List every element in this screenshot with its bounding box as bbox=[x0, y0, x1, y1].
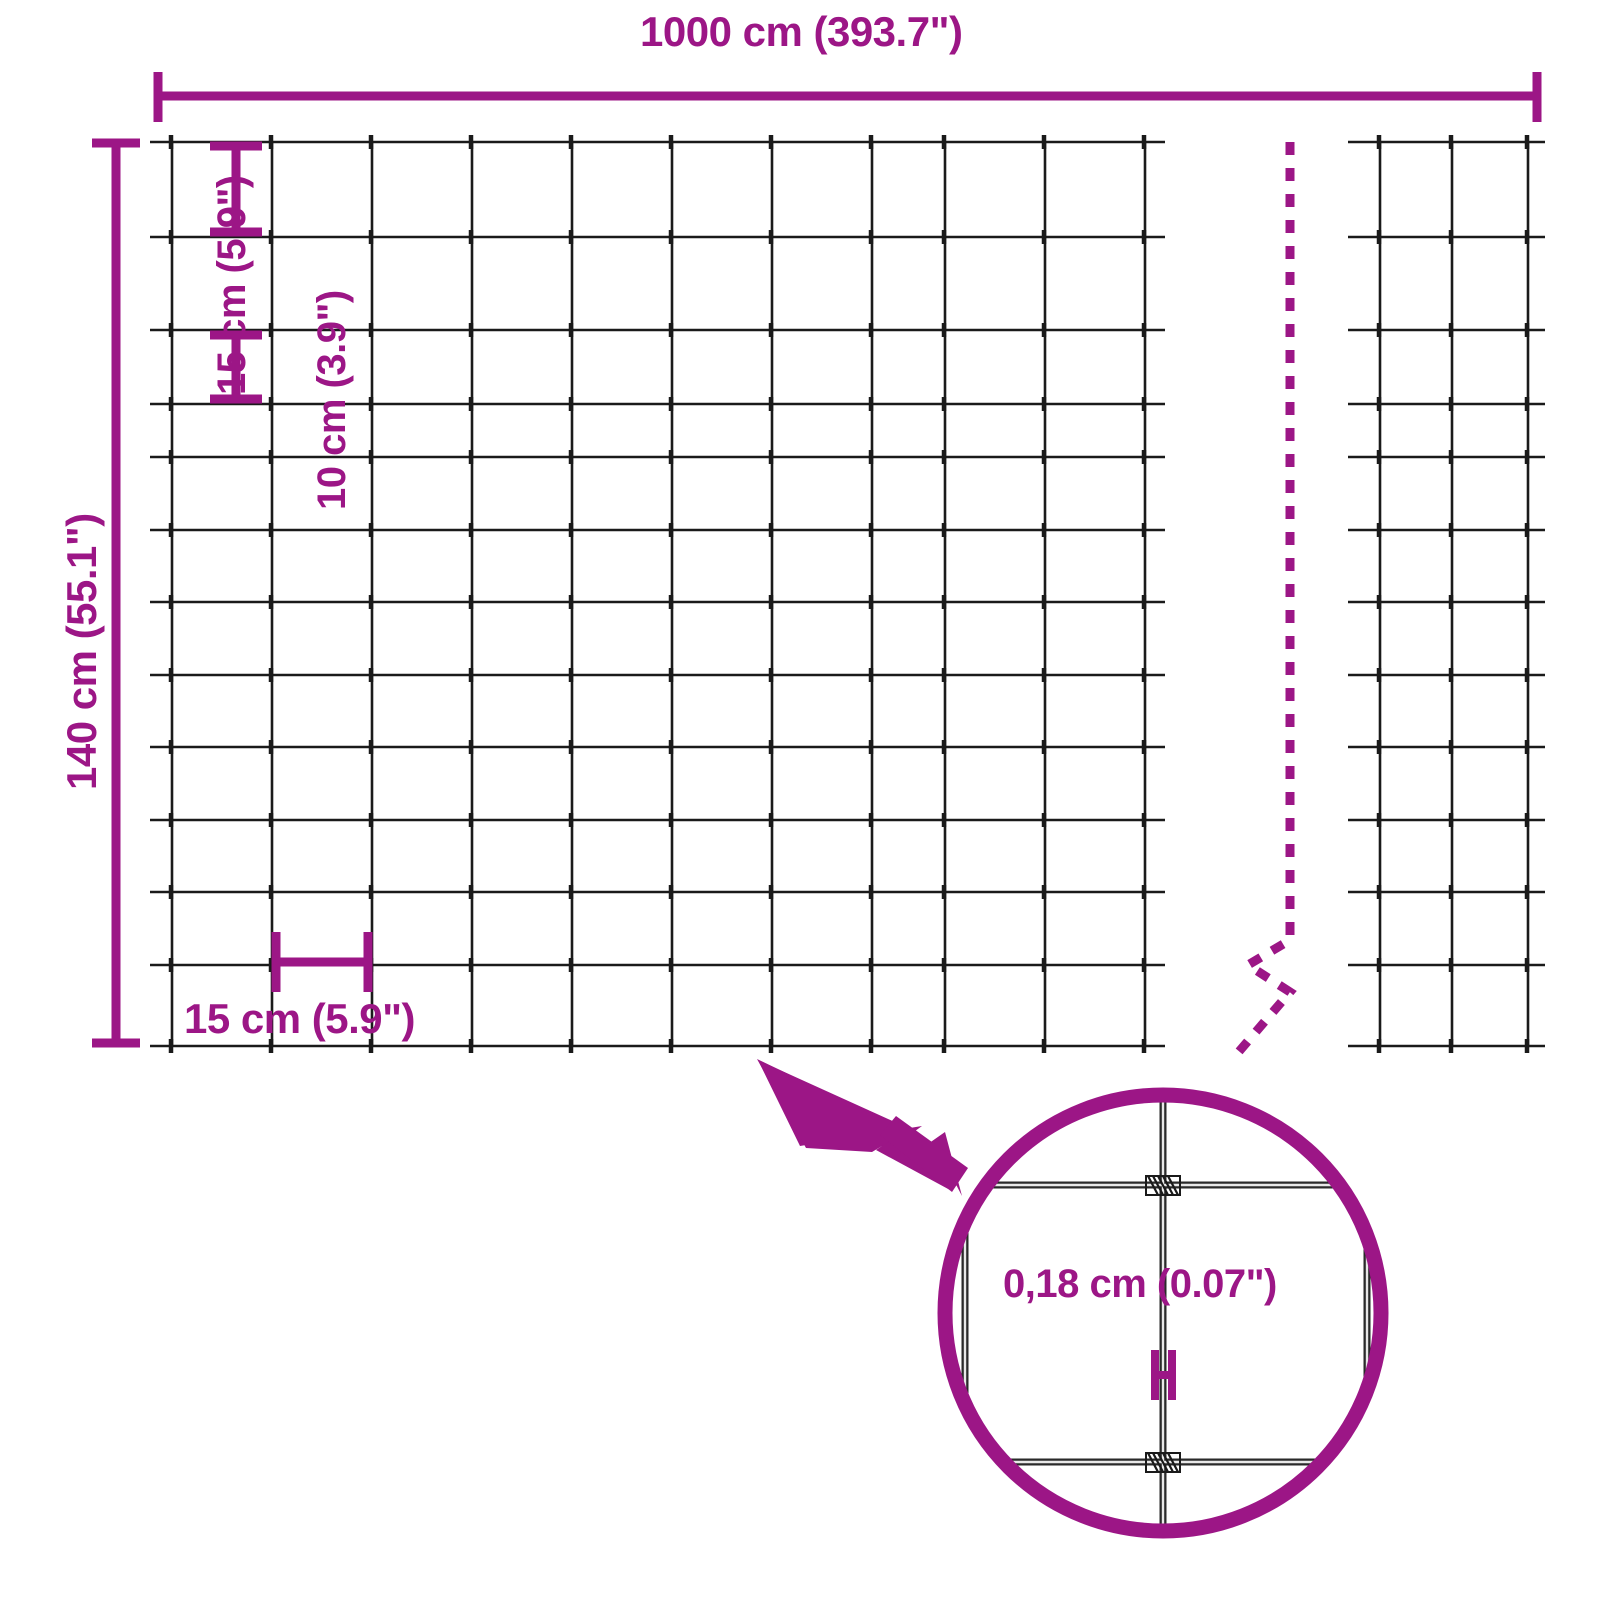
callout-arrow-icon bbox=[757, 1059, 968, 1196]
magnifier-circle-icon bbox=[937, 1087, 1389, 1539]
dimension-label-wire-thickness: 0,18 cm (0.07") bbox=[1003, 1262, 1277, 1306]
mesh-horizontal-wires-right bbox=[1348, 140, 1545, 1048]
dimension-row-10 bbox=[210, 330, 262, 404]
dimension-label-height: 140 cm (55.1") bbox=[58, 513, 105, 790]
dimension-label-row-15: 15 cm (5.9") bbox=[210, 175, 254, 395]
dimension-col-15 bbox=[271, 932, 373, 992]
dimension-row-15 bbox=[210, 141, 262, 237]
dimension-height-140 bbox=[92, 138, 140, 1048]
mesh-knots-right bbox=[1376, 135, 1530, 1053]
wire-knot-icon bbox=[1145, 1175, 1181, 1473]
mesh-panel-left bbox=[150, 135, 1165, 1053]
dimension-label-width: 1000 cm (393.7") bbox=[640, 8, 963, 55]
mesh-horizontal-wires bbox=[150, 140, 1165, 1048]
dimension-label-row-10: 10 cm (3.9") bbox=[310, 290, 354, 510]
mesh-knots-left bbox=[168, 135, 1147, 1053]
break-line-icon bbox=[1232, 142, 1297, 1058]
mesh-panel-right bbox=[1348, 135, 1545, 1053]
dimension-width-1000 bbox=[153, 72, 1542, 122]
dimension-wire-thickness bbox=[1151, 1350, 1176, 1400]
dimension-label-col-15: 15 cm (5.9") bbox=[184, 995, 416, 1042]
mesh-vertical-wires bbox=[170, 142, 1147, 1046]
mesh-vertical-wires-right bbox=[1378, 142, 1530, 1046]
